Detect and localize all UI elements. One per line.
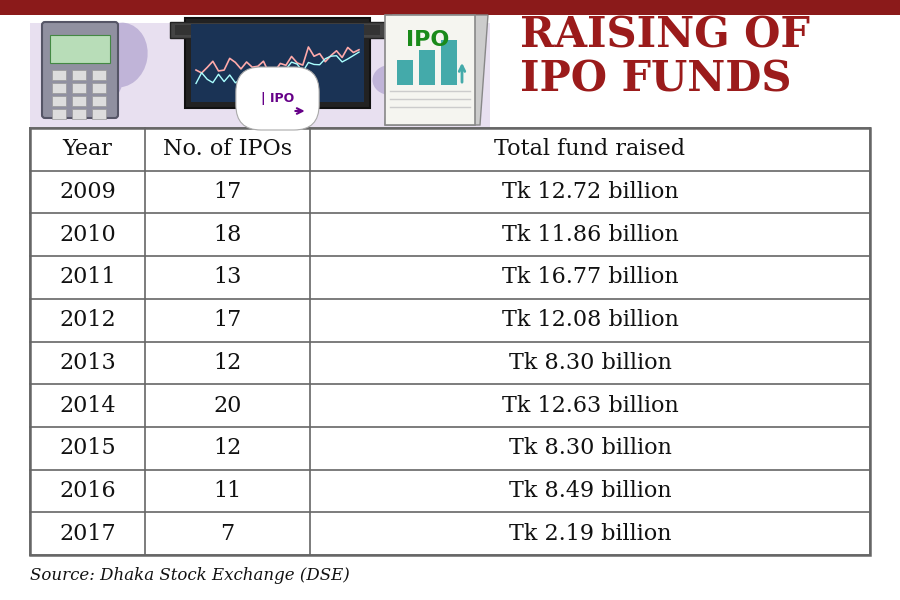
Text: 18: 18	[213, 224, 242, 246]
Text: Tk 2.19 billion: Tk 2.19 billion	[508, 523, 671, 545]
Text: 2015: 2015	[59, 437, 116, 459]
Ellipse shape	[87, 60, 122, 100]
Bar	[92, 96, 106, 106]
Text: Tk 11.86 billion: Tk 11.86 billion	[501, 224, 679, 246]
Ellipse shape	[373, 65, 408, 95]
Ellipse shape	[200, 58, 240, 103]
Text: IPO FUNDS: IPO FUNDS	[520, 59, 791, 101]
Bar	[419, 50, 435, 85]
Text: 2012: 2012	[59, 309, 116, 331]
Bar	[30, 128, 870, 555]
Bar	[92, 70, 106, 80]
Text: 2010: 2010	[59, 224, 116, 246]
FancyBboxPatch shape	[42, 22, 118, 118]
Text: 2009: 2009	[59, 181, 116, 203]
Text: Tk 8.30 billion: Tk 8.30 billion	[508, 352, 671, 374]
Text: Tk 8.49 billion: Tk 8.49 billion	[508, 480, 671, 502]
Text: 2011: 2011	[59, 266, 116, 289]
Bar	[72, 109, 86, 119]
Bar	[72, 96, 86, 106]
Text: Tk 12.08 billion: Tk 12.08 billion	[501, 309, 679, 331]
Bar	[92, 109, 106, 119]
Text: 2017: 2017	[59, 523, 116, 545]
Bar	[52, 70, 66, 80]
Text: Total fund raised: Total fund raised	[494, 139, 686, 160]
Bar	[52, 109, 66, 119]
Text: 2013: 2013	[59, 352, 116, 374]
Ellipse shape	[187, 20, 242, 76]
Text: | IPO: | IPO	[261, 92, 294, 105]
Polygon shape	[385, 15, 488, 125]
Text: No. of IPOs: No. of IPOs	[163, 139, 292, 160]
Bar	[397, 60, 413, 85]
Text: 17: 17	[213, 181, 241, 203]
Text: Tk 12.72 billion: Tk 12.72 billion	[501, 181, 679, 203]
Bar	[0, 0, 900, 15]
Text: 7: 7	[220, 523, 235, 545]
Bar	[72, 70, 86, 80]
Bar	[52, 96, 66, 106]
Text: 13: 13	[213, 266, 242, 289]
Text: 2014: 2014	[59, 395, 116, 416]
Bar	[385, 15, 475, 125]
Text: 20: 20	[213, 395, 242, 416]
Bar	[52, 83, 66, 93]
Bar	[30, 23, 490, 133]
Text: 11: 11	[213, 480, 241, 502]
Bar	[191, 24, 364, 102]
Bar	[175, 25, 380, 35]
Ellipse shape	[420, 50, 440, 70]
Bar	[441, 40, 457, 85]
Text: 12: 12	[213, 437, 241, 459]
Bar	[50, 35, 110, 63]
Ellipse shape	[280, 22, 360, 77]
Text: 2016: 2016	[59, 480, 116, 502]
Text: Tk 8.30 billion: Tk 8.30 billion	[508, 437, 671, 459]
Text: IPO: IPO	[406, 30, 450, 50]
Text: Tk 16.77 billion: Tk 16.77 billion	[501, 266, 679, 289]
Bar	[72, 83, 86, 93]
Text: RAISING OF: RAISING OF	[520, 14, 810, 56]
Bar	[170, 22, 385, 38]
Text: 12: 12	[213, 352, 241, 374]
Text: Year: Year	[63, 139, 112, 160]
Text: Tk 12.63 billion: Tk 12.63 billion	[501, 395, 679, 416]
Text: 17: 17	[213, 309, 241, 331]
Text: Source: Dhaka Stock Exchange (DSE): Source: Dhaka Stock Exchange (DSE)	[30, 566, 350, 583]
Ellipse shape	[93, 23, 148, 88]
Bar	[92, 83, 106, 93]
Bar	[185, 18, 370, 108]
